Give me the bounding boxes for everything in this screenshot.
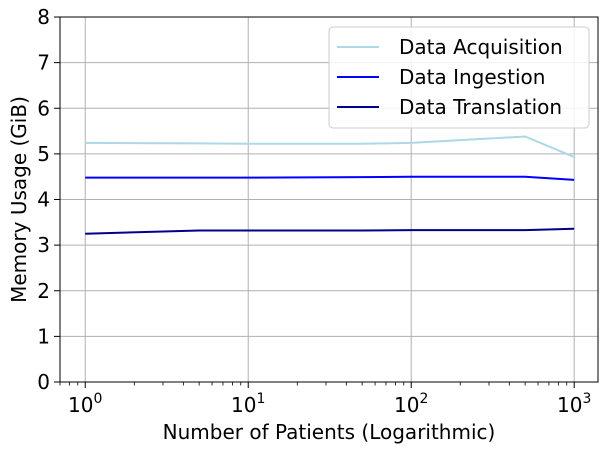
y-tick-label: 2 <box>37 279 50 303</box>
x-tick-label: 101 <box>231 391 265 417</box>
y-tick-label: 1 <box>37 324 50 348</box>
legend-label: Data Translation <box>399 95 562 119</box>
x-tick-label: 103 <box>557 391 591 417</box>
series-lines <box>85 135 575 235</box>
y-tick-label: 7 <box>37 51 50 75</box>
y-axis-label: Memory Usage (GiB) <box>7 96 31 303</box>
y-tick-label: 3 <box>37 233 50 257</box>
legend-label: Data Ingestion <box>399 65 545 89</box>
y-tick-label: 8 <box>37 5 50 29</box>
x-axis-label: Number of Patients (Logarithmic) <box>163 420 496 444</box>
series-line-data-translation <box>85 227 575 235</box>
axis-ticks: 0 1 2 3 4 5 6 7 8 100 101 102 103 <box>37 5 591 417</box>
x-tick-label: 100 <box>68 391 102 417</box>
series-line-data-acquisition <box>85 135 575 159</box>
legend: Data Acquisition Data Ingestion Data Trans… <box>328 26 590 129</box>
x-tick-label: 102 <box>394 391 428 417</box>
series-line-data-ingestion <box>85 175 575 181</box>
y-tick-label: 4 <box>37 188 50 212</box>
legend-box <box>328 26 590 129</box>
y-tick-label: 0 <box>37 370 50 394</box>
y-tick-label: 6 <box>37 96 50 120</box>
legend-label: Data Acquisition <box>399 35 563 59</box>
y-tick-label: 5 <box>37 142 50 166</box>
